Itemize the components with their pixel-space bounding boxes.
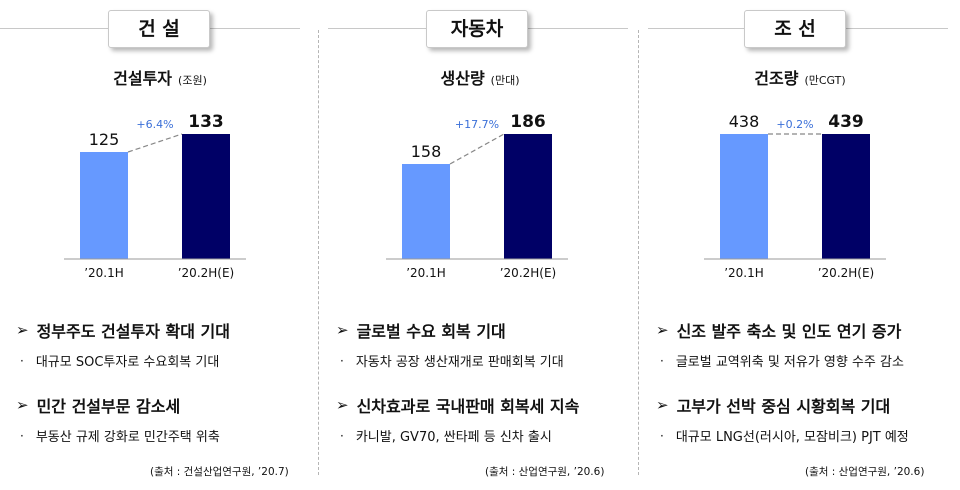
bullet-sub-text: 자동차 공장 생산재개로 판매회복 기대 (355, 355, 564, 370)
chart-title: 생산량 (만대) (320, 65, 640, 89)
change-label: +17.7% (455, 118, 499, 131)
panel-divider (318, 30, 319, 475)
bar-’20.2H(E) (182, 134, 230, 259)
panel-divider (638, 30, 639, 475)
bullet-head-text: 민간 건설부문 감소세 (36, 397, 181, 416)
arrow-bullet-icon: ➢ (16, 321, 29, 339)
change-connector-line (449, 133, 505, 165)
chart-title: 건설투자 (조원) (0, 65, 320, 89)
bullet-sub-text: 대규모 LNG선(러시아, 모잠비크) PJT 예정 (675, 430, 909, 445)
dot-bullet-icon: · (340, 353, 344, 368)
change-connector-line (127, 133, 183, 153)
bar-’20.1H (402, 164, 450, 259)
dot-bullet-icon: · (340, 428, 344, 443)
x-tick-label: ’20.1H (406, 266, 446, 280)
bar-’20.2H(E) (504, 134, 552, 259)
chart-unit: (조원) (178, 74, 207, 87)
bar-’20.2H(E) (822, 134, 870, 259)
bullet-group-1: ➢ 신조 발주 축소 및 인도 연기 증가 · 글로벌 교역위축 및 저유가 영향 … (656, 318, 960, 370)
data-label: 438 (729, 112, 760, 131)
change-label: +6.4% (136, 118, 173, 131)
dot-bullet-icon: · (660, 428, 664, 443)
bullet-head: ➢ 신차효과로 국내판매 회복세 지속 (336, 393, 640, 417)
x-tick-label: ’20.1H (724, 266, 764, 280)
source-note: (출처 : 산업연구원, ’20.6) (805, 466, 925, 478)
tab-automobile: 자동차 (426, 10, 528, 48)
bar-’20.1H (80, 152, 128, 259)
arrow-bullet-icon: ➢ (336, 321, 349, 339)
bullet-sub-text: 카니발, GV70, 싼타페 등 신차 출시 (355, 430, 552, 445)
tab-shipbuilding: 조 선 (744, 10, 846, 48)
x-tick-label: ’20.2H(E) (500, 266, 557, 280)
dot-bullet-icon: · (660, 353, 664, 368)
bar-’20.1H (720, 134, 768, 259)
bullet-head: ➢ 글로벌 수요 회복 기대 (336, 318, 640, 342)
x-tick-label: ’20.2H(E) (178, 266, 235, 280)
panel-shipbuilding: 조 선 건조량 (만CGT) 438 ’20.1H 439 ’20.2H(E) +0.2%… (640, 0, 960, 490)
data-label: 158 (411, 142, 442, 161)
source-note: (출처 : 산업연구원, ’20.6) (485, 466, 605, 478)
bullet-sub: · 대규모 LNG선(러시아, 모잠비크) PJT 예정 (660, 426, 960, 446)
bullet-head: ➢ 정부주도 건설투자 확대 기대 (16, 318, 320, 342)
chart-title-text: 건설투자 (113, 69, 173, 88)
bullet-group-1: ➢ 글로벌 수요 회복 기대 · 자동차 공장 생산재개로 판매회복 기대 (336, 318, 640, 370)
bullet-sub-text: 글로벌 교역위축 및 저유가 영향 수주 감소 (675, 355, 904, 370)
bullet-sub: · 자동차 공장 생산재개로 판매회복 기대 (340, 351, 640, 371)
arrow-bullet-icon: ➢ (336, 396, 349, 414)
panel-construction: 건 설 건설투자 (조원) 125’20.1H 133’20.2H(E) +6.4% … (0, 0, 320, 490)
bullet-sub: · 카니발, GV70, 싼타페 등 신차 출시 (340, 426, 640, 446)
x-tick-label: ’20.1H (84, 266, 124, 280)
bullet-group-2: ➢ 고부가 선박 중심 시황회복 기대 · 대규모 LNG선(러시아, 모잠비크) … (656, 393, 960, 445)
bullet-head: ➢ 신조 발주 축소 및 인도 연기 증가 (656, 318, 960, 342)
bullet-group-2: ➢ 신차효과로 국내판매 회복세 지속 · 카니발, GV70, 싼타페 등 신차 … (336, 393, 640, 445)
change-label: +0.2% (776, 118, 813, 131)
chart-title: 건조량 (만CGT) (640, 65, 960, 89)
dot-bullet-icon: · (20, 428, 24, 443)
panel-automobile: 자동차 생산량 (만대) 158’20.1H 186’20.2H(E) +17.7% … (320, 0, 640, 490)
chart-title-text: 생산량 (440, 69, 485, 88)
dot-bullet-icon: · (20, 353, 24, 368)
bar-chart-shipbuilding: 438 ’20.1H 439 ’20.2H(E) +0.2% (704, 112, 886, 280)
bullet-group-2: ➢ 민간 건설부문 감소세 · 부동산 규제 강화로 민간주택 위축 (16, 393, 320, 445)
bullet-sub-text: 대규모 SOC투자로 수요회복 기대 (35, 355, 220, 370)
bullet-head-text: 글로벌 수요 회복 기대 (356, 322, 506, 341)
arrow-bullet-icon: ➢ (656, 396, 669, 414)
arrow-bullet-icon: ➢ (16, 396, 29, 414)
arrow-bullet-icon: ➢ (656, 321, 669, 339)
bullet-head-text: 신조 발주 축소 및 인도 연기 증가 (676, 322, 902, 341)
bullet-sub: · 대규모 SOC투자로 수요회복 기대 (20, 351, 320, 371)
chart-title-text: 건조량 (754, 69, 799, 88)
bullet-group-1: ➢ 정부주도 건설투자 확대 기대 · 대규모 SOC투자로 수요회복 기대 (16, 318, 320, 370)
data-label: 186 (510, 112, 546, 132)
bullet-head: ➢ 고부가 선박 중심 시황회복 기대 (656, 393, 960, 417)
bullet-head-text: 신차효과로 국내판매 회복세 지속 (356, 397, 580, 416)
bullet-head-text: 고부가 선박 중심 시황회복 기대 (676, 397, 891, 416)
bullet-sub-text: 부동산 규제 강화로 민간주택 위축 (35, 430, 220, 445)
bar-chart-automobile: 158 ’20.1H 186 ’20.2H(E) +17.7% (386, 112, 568, 280)
bar-chart-construction: 125 ’20.1H 133 ’20.2H(E) +6.4% (64, 112, 246, 280)
bullet-head-text: 정부주도 건설투자 확대 기대 (36, 322, 230, 341)
x-tick-label: ’20.2H(E) (818, 266, 875, 280)
bullet-sub: · 글로벌 교역위축 및 저유가 영향 수주 감소 (660, 351, 960, 371)
bullet-head: ➢ 민간 건설부문 감소세 (16, 393, 320, 417)
data-label: 125 (89, 130, 120, 149)
bullet-sub: · 부동산 규제 강화로 민간주택 위축 (20, 426, 320, 446)
chart-unit: (만대) (490, 74, 520, 87)
data-label: 133 (188, 112, 224, 132)
tab-construction: 건 설 (108, 10, 210, 48)
source-note: (출처 : 건설산업연구원, ’20.7) (150, 466, 289, 478)
chart-unit: (만CGT) (804, 74, 846, 87)
data-label: 439 (828, 112, 864, 132)
